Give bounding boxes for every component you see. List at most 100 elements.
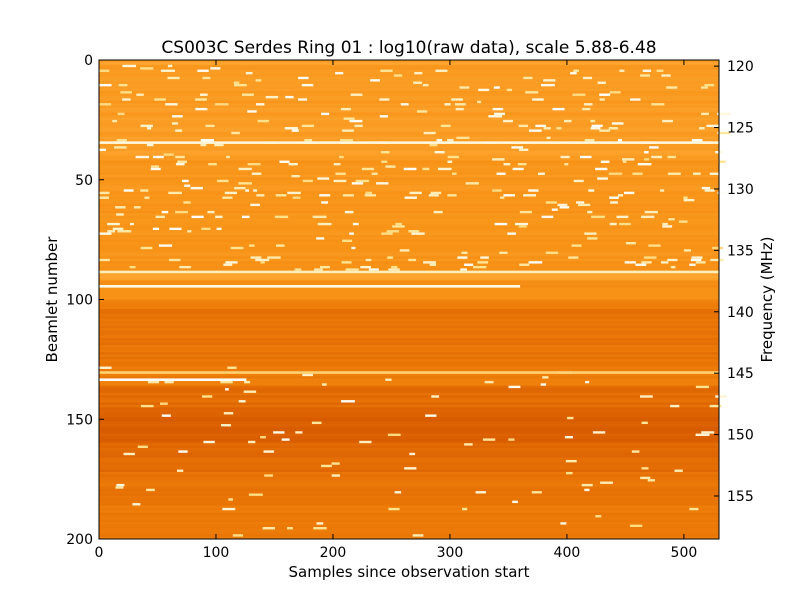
y-tick-label: 200 <box>66 532 93 548</box>
heatmap-row <box>99 479 719 482</box>
rfi-spike <box>667 155 676 159</box>
heatmap-row <box>99 428 719 432</box>
heatmap-row <box>99 131 719 135</box>
rfi-spike <box>116 139 127 142</box>
rfi-spike <box>381 151 390 154</box>
rfi-spike <box>584 103 593 106</box>
heatmap-row <box>99 210 719 214</box>
rfi-spike <box>107 222 120 226</box>
rfi-spike <box>518 148 529 152</box>
rfi-spike <box>273 431 285 434</box>
heatmap-row <box>99 256 719 260</box>
rfi-spike <box>253 189 258 192</box>
plot-area <box>98 59 731 540</box>
rfi-spike <box>117 230 132 233</box>
rfi-spike <box>214 143 224 147</box>
rfi-spike <box>238 182 252 185</box>
rfi-spike <box>622 160 627 163</box>
rfi-spike <box>578 203 591 207</box>
rfi-spike <box>560 155 570 159</box>
rfi-spike <box>465 182 479 185</box>
rfi-spike <box>670 404 680 408</box>
rfi-spike <box>154 98 166 101</box>
rfi-spike <box>349 232 354 235</box>
rfi-spike <box>391 265 398 269</box>
rfi-spike <box>333 179 347 183</box>
rfi-spike <box>316 522 324 525</box>
rfi-spike <box>591 124 603 128</box>
heatmap-row <box>99 201 719 204</box>
heatmap-row <box>99 237 719 240</box>
rfi-spike <box>475 491 486 494</box>
rfi-spike <box>267 256 281 259</box>
rfi-spike <box>662 119 673 123</box>
heatmap-row <box>99 299 719 303</box>
bright-line <box>99 371 719 374</box>
heatmap-row <box>99 436 719 439</box>
y-tick-label: 50 <box>75 173 93 189</box>
heatmap-row <box>99 416 719 420</box>
heatmap-row <box>99 234 719 238</box>
heatmap-row <box>99 488 719 492</box>
rfi-spike <box>195 98 207 101</box>
rfi-spike <box>316 237 325 240</box>
heatmap-row <box>99 88 719 92</box>
rfi-spike <box>616 215 629 219</box>
rfi-spike <box>302 179 313 183</box>
heatmap-row <box>99 275 719 279</box>
rfi-spike <box>543 79 556 82</box>
rfi-spike <box>484 380 494 384</box>
rfi-spike <box>456 136 470 140</box>
heatmap-row <box>99 433 719 437</box>
rfi-spike <box>416 110 428 113</box>
heatmap-row <box>99 98 719 101</box>
rfi-spike <box>512 500 518 504</box>
heatmap-row <box>99 265 719 269</box>
rfi-spike <box>573 69 579 72</box>
rfi-spike <box>661 74 671 77</box>
rfi-spike <box>129 265 136 269</box>
rfi-spike <box>545 201 557 204</box>
rfi-spike <box>425 414 437 417</box>
heatmap-row <box>99 146 719 149</box>
rfi-spike <box>433 210 443 214</box>
heatmap-row <box>99 321 719 324</box>
rfi-spike <box>551 208 558 211</box>
rfi-spike <box>395 222 402 226</box>
rfi-spike <box>129 222 134 226</box>
heatmap-row <box>99 457 719 461</box>
rfi-spike <box>584 488 590 492</box>
rfi-spike <box>245 189 249 192</box>
y-axis-left: 0 50 100 150 200 <box>66 53 104 548</box>
rfi-spike <box>388 268 400 271</box>
rfi-spike <box>99 69 110 72</box>
rfi-spike <box>428 194 439 197</box>
heatmap-row <box>99 282 719 286</box>
heatmap-row <box>99 64 719 68</box>
rfi-spike <box>320 265 330 269</box>
rfi-spike <box>430 191 442 195</box>
heatmap-row <box>99 71 719 75</box>
heatmap-row <box>99 251 719 255</box>
rfi-spike <box>599 93 611 96</box>
x-axis: 0 100 200 300 400 500 <box>95 60 697 561</box>
heatmap-row <box>99 402 719 406</box>
rfi-spike <box>319 194 331 197</box>
rfi-spike <box>423 131 436 135</box>
heatmap-row <box>99 404 719 408</box>
heatmap-row <box>99 129 719 133</box>
heatmap-row <box>99 127 719 130</box>
rfi-spike <box>455 107 464 111</box>
rfi-spike <box>183 201 191 204</box>
rfi-spike <box>385 165 396 168</box>
heatmap-row <box>99 172 719 176</box>
rfi-spike <box>112 227 124 231</box>
rfi-spike <box>493 86 500 89</box>
rfi-spike <box>540 383 547 386</box>
rfi-spike <box>559 206 570 209</box>
heatmap-row <box>99 151 719 154</box>
rfi-spike <box>511 146 524 149</box>
rfi-spike <box>585 380 590 384</box>
rfi-spike <box>387 256 394 259</box>
